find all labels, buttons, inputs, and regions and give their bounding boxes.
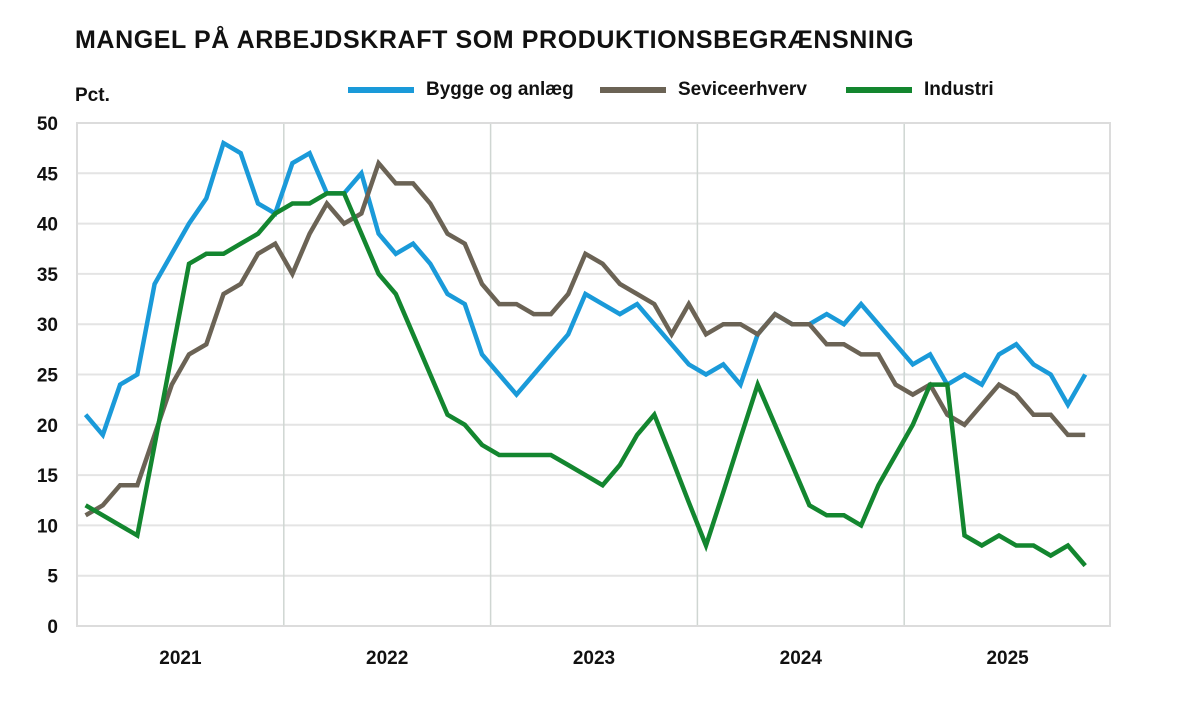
y-tick-label: 40	[37, 215, 58, 236]
series-line-seviceerhverv	[84, 158, 1086, 518]
chart-title: MANGEL PÅ ARBEJDSKRAFT SOM PRODUKTIONSBE…	[75, 26, 915, 54]
y-tick-label: 35	[37, 265, 59, 286]
y-tick-label: 25	[37, 366, 59, 387]
series-lines	[83, 139, 1088, 568]
y-tick-label: 15	[37, 466, 59, 487]
legend-label-industri: Industri	[924, 79, 994, 100]
x-tick-label: 2024	[780, 648, 823, 669]
legend-swatch-service	[600, 87, 666, 93]
x-axis-ticks: 2021 2022 2023 2024 2025	[159, 648, 1029, 669]
legend-item-bygge: Bygge og anlæg	[348, 76, 574, 104]
legend-swatch-bygge	[348, 87, 414, 93]
legend-item-service: Seviceerhverv	[600, 76, 807, 104]
y-axis-label: Pct.	[75, 85, 110, 106]
x-tick-label: 2025	[986, 648, 1029, 669]
x-tick-label: 2022	[366, 648, 408, 669]
x-tick-label: 2023	[573, 648, 615, 669]
plot-frame	[76, 122, 1111, 627]
legend-label-service: Seviceerhverv	[678, 79, 807, 100]
y-tick-label: 45	[37, 164, 59, 185]
x-tick-label: 2021	[159, 648, 202, 669]
y-tick-label: 0	[47, 617, 58, 638]
y-axis-ticks: 0 5 10 15 20 25 30 35 40 45 50	[37, 114, 59, 638]
legend-item-industri: Industri	[846, 76, 994, 104]
y-tick-label: 10	[37, 516, 58, 537]
y-tick-label: 5	[47, 567, 58, 588]
grid	[77, 122, 1110, 627]
series-line-industri	[84, 191, 1087, 568]
legend-swatch-industri	[846, 87, 912, 93]
y-tick-label: 50	[37, 114, 58, 135]
y-tick-label: 30	[37, 315, 58, 336]
y-tick-label: 20	[37, 416, 58, 437]
legend-label-bygge: Bygge og anlæg	[426, 79, 574, 100]
series-line-bygge-og-anlaeg	[83, 139, 1088, 440]
